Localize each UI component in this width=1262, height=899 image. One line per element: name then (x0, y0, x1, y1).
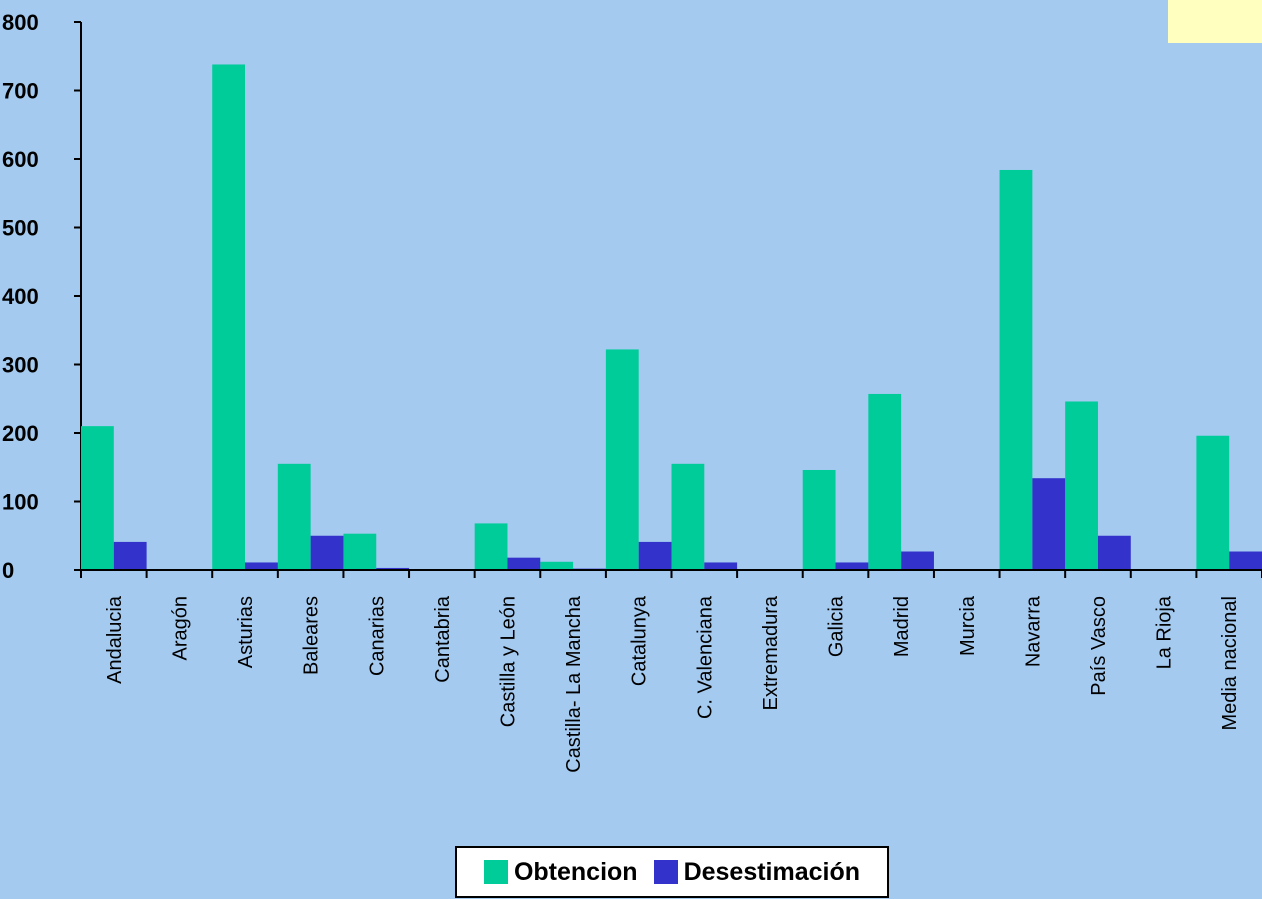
bar-obtencion (999, 169, 1033, 570)
x-tick-label: Asturias (235, 596, 257, 668)
bar-desestimacion (376, 567, 410, 570)
x-tick-label: Murcia (957, 595, 979, 656)
x-tick-label: Galicia (826, 595, 848, 657)
y-tick-label: 0 (2, 558, 14, 583)
x-tick-label: Catalunya (629, 595, 651, 686)
bar-desestimacion (638, 541, 672, 570)
legend-swatch-obtencion (483, 860, 508, 884)
bar-obtencion (474, 523, 508, 570)
bar-obtencion (277, 463, 311, 570)
y-tick-label: 800 (2, 10, 39, 35)
x-tick-label: Media nacional (1219, 596, 1241, 731)
x-tick-label: Castilla- La Mancha (563, 595, 585, 773)
legend-item-obtencion: Obtencion (483, 857, 638, 887)
bar-desestimacion (704, 562, 738, 570)
chart-legend: Obtencion Desestimación (455, 846, 889, 898)
bar-obtencion (868, 393, 902, 570)
bar-obtencion (343, 533, 377, 570)
x-tick-label: Aragón (169, 596, 191, 661)
y-tick-label: 500 (2, 216, 39, 241)
x-tick-label: Canarias (366, 596, 388, 676)
y-tick-label: 100 (2, 490, 39, 515)
legend-label-obtencion: Obtencion (513, 857, 638, 886)
y-tick-label: 400 (2, 284, 39, 309)
bar-desestimacion (901, 551, 934, 570)
bar-desestimacion (1032, 478, 1066, 570)
note-box (1168, 0, 1262, 43)
bar-obtencion (540, 561, 574, 570)
bar-desestimacion (113, 541, 147, 570)
x-tick-label: Cantabria (432, 595, 454, 683)
bar-desestimacion (310, 535, 344, 570)
legend-label-desestimacion: Desestimación (683, 857, 861, 886)
legend-swatch-desestimacion (653, 860, 678, 884)
bar-desestimacion (507, 557, 541, 570)
x-tick-label: C. Valenciana (694, 595, 716, 719)
x-tick-label: Baleares (301, 596, 323, 675)
bar-desestimacion (245, 562, 278, 570)
x-tick-label: Madrid (891, 596, 913, 657)
bar-desestimacion (1097, 535, 1131, 570)
bar-desestimacion (1229, 551, 1262, 570)
bar-obtencion (1065, 401, 1098, 570)
bar-obtencion (671, 463, 705, 570)
bar-obtencion (212, 64, 246, 570)
bar-obtencion (81, 426, 114, 570)
x-tick-label: Navarra (1022, 595, 1044, 667)
bar-obtencion (802, 469, 836, 570)
x-tick-label: País Vasco (1088, 596, 1110, 696)
x-tick-label: Extremadura (760, 595, 782, 710)
bar-obtencion (1196, 435, 1230, 570)
legend-item-desestimacion: Desestimación (653, 857, 861, 887)
x-tick-label: Andalucia (104, 595, 126, 684)
y-tick-label: 700 (2, 79, 39, 104)
y-tick-label: 200 (2, 421, 39, 446)
x-tick-label: Castilla y León (497, 596, 519, 727)
y-tick-label: 600 (2, 147, 39, 172)
bar-desestimacion (835, 562, 869, 570)
x-tick-label: La Rioja (1154, 595, 1176, 669)
y-tick-label: 300 (2, 353, 39, 378)
bar-obtencion (605, 349, 639, 570)
